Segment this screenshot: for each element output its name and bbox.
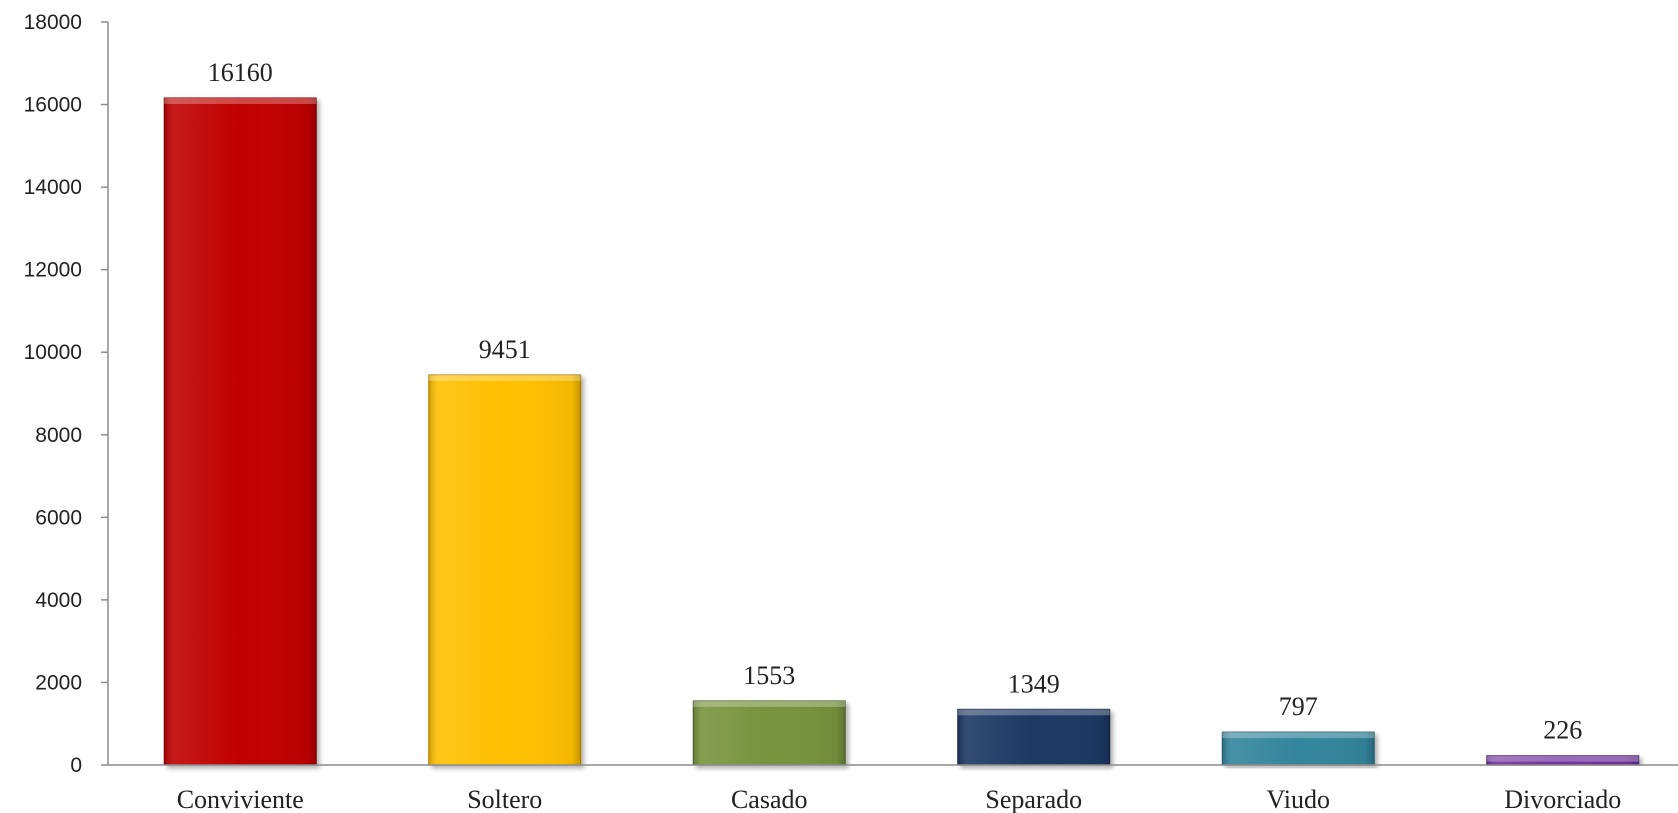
- y-tick-label: 6000: [35, 506, 82, 529]
- x-tick-label: Divorciado: [1504, 785, 1621, 813]
- x-tick-label: Casado: [731, 785, 808, 813]
- data-label: 16160: [208, 58, 273, 87]
- bar-top-bevel: [1222, 732, 1375, 739]
- y-tick-label: 0: [70, 754, 82, 777]
- bar: [428, 374, 582, 766]
- y-tick-label: 18000: [24, 11, 82, 34]
- bar-top-bevel: [428, 374, 581, 381]
- y-tick-label: 16000: [24, 94, 82, 117]
- x-axis: Conviviente Soltero Casado Separado Viudo Div…: [108, 764, 1678, 813]
- bar-top-bevel: [957, 709, 1110, 716]
- y-tick-label: 8000: [35, 424, 82, 447]
- bar: [692, 700, 846, 766]
- bar: [957, 708, 1111, 766]
- x-tick-label: Viudo: [1267, 785, 1330, 813]
- data-label: 9451: [479, 335, 531, 364]
- bar-top-bevel: [693, 700, 846, 707]
- x-tick-label: Soltero: [467, 785, 542, 813]
- x-tick-label: Separado: [985, 785, 1082, 813]
- y-tick-label: 10000: [24, 341, 82, 364]
- y-tick-label: 4000: [35, 589, 82, 612]
- y-tick-label: 12000: [24, 259, 82, 282]
- bar-top-bevel: [164, 97, 317, 104]
- x-tick-label: Conviviente: [177, 785, 304, 813]
- bars: 16160 9451 1553 1349 797 226: [163, 58, 1640, 766]
- y-tick-label: 14000: [24, 176, 82, 199]
- data-label: 226: [1543, 716, 1582, 745]
- data-label: 1553: [743, 661, 795, 690]
- y-axis: 0 2000 4000 6000 8000 10000 12000 14000 16000 180…: [24, 11, 109, 777]
- y-tick-label: 2000: [35, 671, 82, 694]
- data-label: 797: [1279, 692, 1318, 721]
- bar: [163, 97, 317, 766]
- data-label: 1349: [1008, 669, 1060, 698]
- bar-top-bevel: [1486, 755, 1639, 762]
